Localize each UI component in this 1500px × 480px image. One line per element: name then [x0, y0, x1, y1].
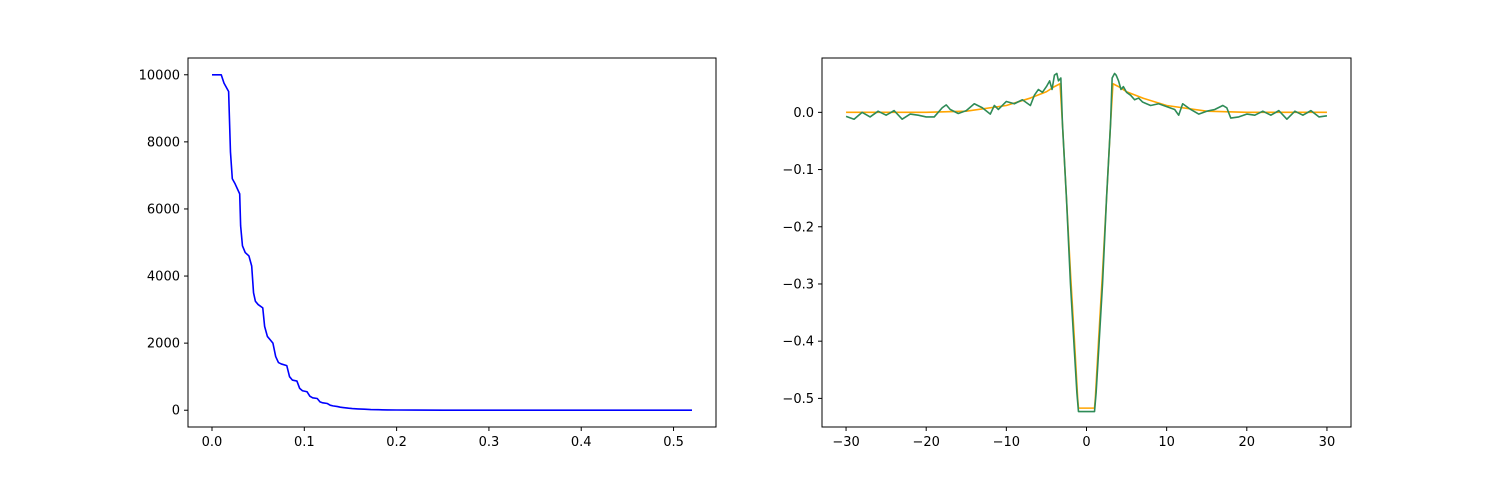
right-y-tick-label: 0.0: [793, 106, 814, 121]
left-x-tick-label: 0.0: [202, 435, 223, 450]
right-series-0-line: [846, 82, 1327, 409]
right-y-tick-label: −0.4: [782, 335, 814, 350]
right-x-tick-label: 20: [1239, 435, 1256, 450]
right-x-tick-label: 10: [1158, 435, 1175, 450]
right-profile-plot: −30 −20 −10 0 10 20 30 0.0 −0.1 −0.2 −0.3 −0.4 −0.5: [782, 57, 1352, 450]
left-x-tick-label: 0.1: [294, 435, 315, 450]
left-x-tick-label: 0.2: [386, 435, 407, 450]
left-y-tick-label: 2000: [147, 337, 180, 352]
right-x-tick-label: −30: [832, 435, 859, 450]
left-plot-marks: [212, 73, 693, 412]
right-plot-marks: [845, 72, 1328, 413]
left-y-tick-label: 10000: [139, 68, 180, 83]
right-x-tick-label: −20: [912, 435, 939, 450]
left-x-tick-label: 0.3: [479, 435, 500, 450]
right-x-tick-label: 0: [1082, 435, 1090, 450]
left-x-tick-label: 0.4: [571, 435, 592, 450]
right-plot-ticks: −30 −20 −10 0 10 20 30 0.0 −0.1 −0.2 −0.3 −0.4 −0.5: [782, 106, 1335, 450]
left-plot-frame: [187, 57, 717, 428]
left-y-tick-label: 0: [172, 404, 180, 419]
left-y-tick-label: 6000: [147, 202, 180, 217]
left-y-tick-label: 4000: [147, 270, 180, 285]
left-y-tick-label: 8000: [147, 135, 180, 150]
right-x-tick-label: −10: [993, 435, 1020, 450]
right-y-tick-label: −0.3: [782, 277, 814, 292]
left-decay-plot: 0.0 0.1 0.2 0.3 0.4 0.5 0 2000 4000 6000 8000 10000: [139, 57, 717, 450]
right-y-tick-label: −0.1: [782, 163, 814, 178]
right-x-tick-label: 30: [1319, 435, 1336, 450]
right-y-tick-label: −0.2: [782, 220, 814, 235]
left-x-tick-label: 0.5: [663, 435, 684, 450]
left-plot-ticks: 0.0 0.1 0.2 0.3 0.4 0.5 0 2000 4000 6000 8000 10000: [139, 68, 684, 450]
right-plot-frame: [821, 57, 1352, 428]
right-series-1-line: [845, 72, 1328, 413]
left-series-0-line: [212, 73, 693, 412]
right-y-tick-label: −0.5: [782, 392, 814, 407]
